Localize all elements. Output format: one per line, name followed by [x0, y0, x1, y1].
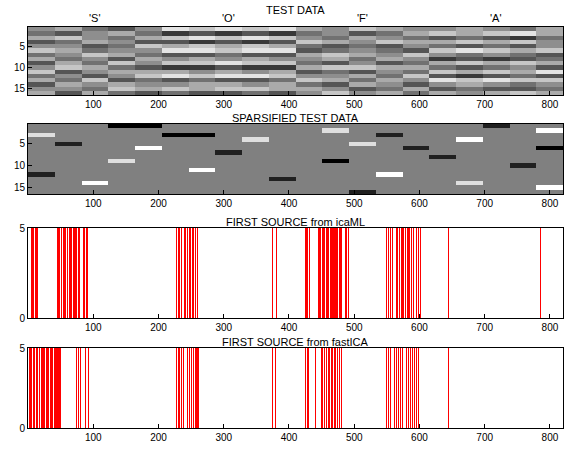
svg-text:0: 0	[19, 423, 25, 434]
svg-text:15: 15	[14, 83, 26, 94]
svg-text:5: 5	[19, 41, 25, 52]
svg-text:100: 100	[85, 198, 102, 209]
svg-text:800: 800	[542, 198, 559, 209]
svg-text:SPARSIFIED TEST DATA: SPARSIFIED TEST DATA	[232, 112, 359, 124]
svg-text:300: 300	[215, 432, 232, 443]
svg-text:100: 100	[85, 322, 102, 333]
svg-text:200: 200	[150, 99, 167, 110]
svg-text:10: 10	[14, 160, 26, 171]
svg-text:800: 800	[542, 99, 559, 110]
svg-text:200: 200	[150, 322, 167, 333]
svg-text:600: 600	[411, 432, 428, 443]
svg-text:500: 500	[346, 432, 363, 443]
svg-text:700: 700	[476, 198, 493, 209]
svg-text:15: 15	[14, 182, 26, 193]
svg-text:600: 600	[411, 99, 428, 110]
svg-text:FIRST SOURCE from icaML: FIRST SOURCE from icaML	[226, 216, 365, 228]
svg-text:400: 400	[281, 198, 298, 209]
svg-text:10: 10	[14, 62, 26, 73]
svg-text:800: 800	[542, 432, 559, 443]
svg-text:400: 400	[281, 322, 298, 333]
svg-text:TEST DATA: TEST DATA	[266, 4, 325, 16]
svg-text:700: 700	[476, 99, 493, 110]
svg-text:300: 300	[215, 322, 232, 333]
svg-text:700: 700	[476, 432, 493, 443]
svg-text:300: 300	[215, 198, 232, 209]
svg-text:5: 5	[19, 343, 25, 354]
svg-text:600: 600	[411, 322, 428, 333]
svg-text:100: 100	[85, 432, 102, 443]
svg-text:700: 700	[476, 322, 493, 333]
svg-text:5: 5	[19, 138, 25, 149]
svg-text:500: 500	[346, 322, 363, 333]
svg-text:600: 600	[411, 198, 428, 209]
svg-text:300: 300	[215, 99, 232, 110]
svg-text:100: 100	[85, 99, 102, 110]
svg-text:'S': 'S'	[89, 12, 101, 24]
svg-text:200: 200	[150, 432, 167, 443]
svg-text:'F': 'F'	[357, 12, 368, 24]
svg-text:200: 200	[150, 198, 167, 209]
svg-text:'O': 'O'	[222, 12, 235, 24]
svg-text:0: 0	[19, 313, 25, 324]
svg-text:500: 500	[346, 198, 363, 209]
svg-text:800: 800	[542, 322, 559, 333]
svg-text:400: 400	[281, 432, 298, 443]
svg-text:'A': 'A'	[490, 12, 502, 24]
svg-text:5: 5	[19, 223, 25, 234]
svg-text:400: 400	[281, 99, 298, 110]
svg-text:500: 500	[346, 99, 363, 110]
svg-text:FIRST SOURCE from fastICA: FIRST SOURCE from fastICA	[222, 336, 369, 348]
